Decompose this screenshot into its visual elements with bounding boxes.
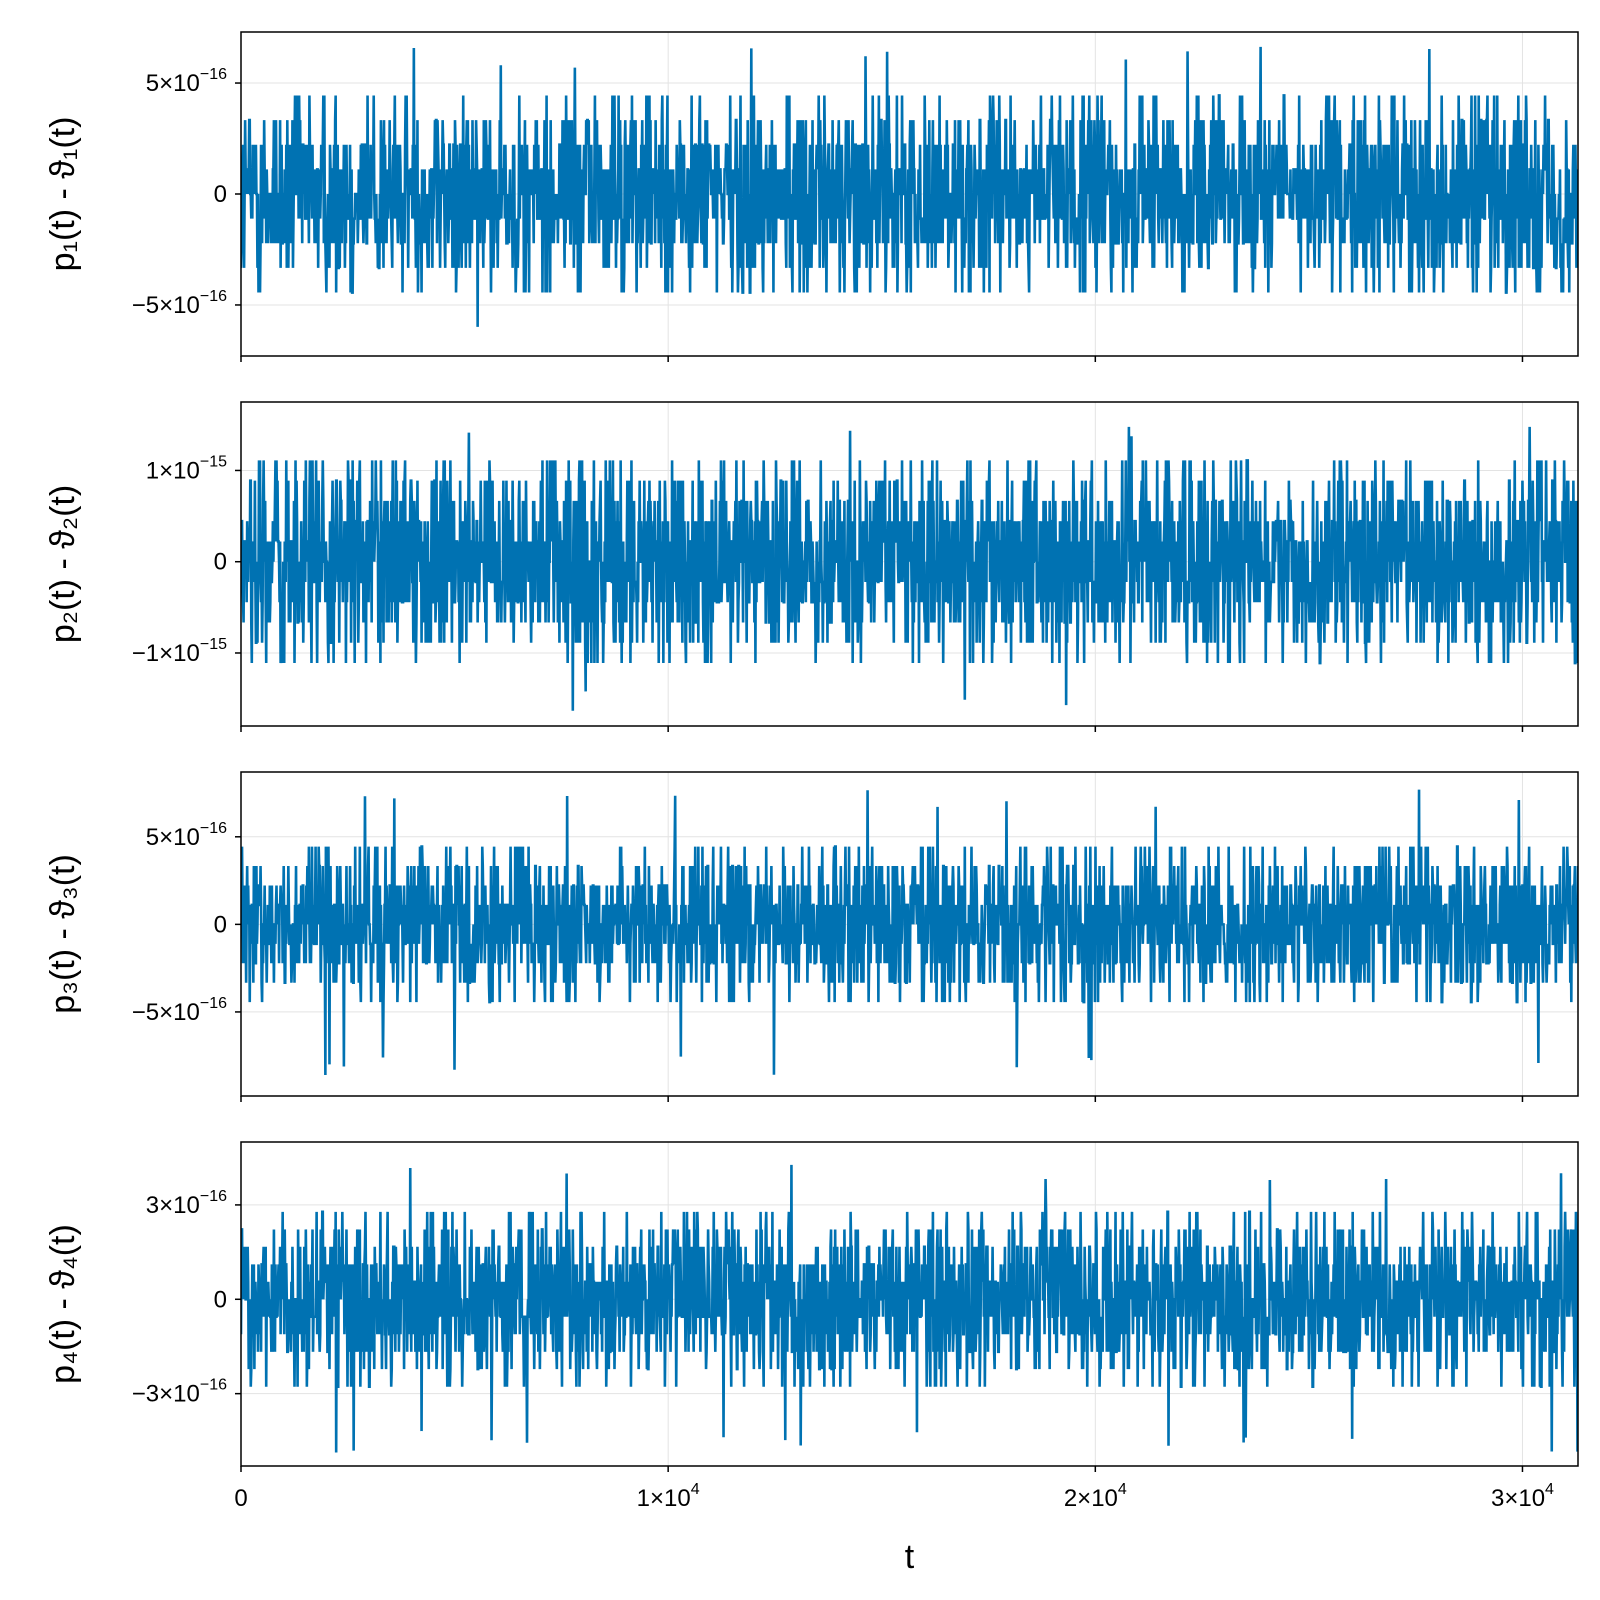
panel-1: 5×10−16 0 −5×10−16 p₁(t) - ϑ₁(t) — [44, 31, 1579, 362]
series-line — [241, 426, 1578, 711]
panel-3: 5×10−16 0 −5×10−16 p₃(t) - ϑ₃(t) — [44, 771, 1579, 1102]
series-line — [241, 46, 1578, 327]
y-axis-label: p₁(t) - ϑ₁(t) — [44, 117, 82, 272]
axes-frame — [240, 1141, 1579, 1467]
x-tick-label: 3×104 — [1491, 1481, 1554, 1512]
x-tick-label: 1×104 — [637, 1481, 700, 1512]
y-tick-label: 5×10−16 — [146, 820, 227, 851]
panel-4: 3×10−16 0 −3×10−16 p₄(t) - ϑ₄(t) — [44, 1141, 1579, 1472]
y-tick-label: 0 — [214, 181, 227, 208]
axes-frame — [240, 771, 1579, 1097]
y-tick-label: 3×10−16 — [146, 1188, 227, 1219]
y-tick-label: −5×10−16 — [132, 995, 227, 1026]
panel-2: 1×10−15 0 −1×10−15 p₂(t) - ϑ₂(t) — [44, 401, 1579, 732]
series-line — [241, 1164, 1578, 1453]
y-axis-label: p₄(t) - ϑ₄(t) — [44, 1224, 82, 1384]
axes-frame — [240, 401, 1579, 727]
y-axis-label: p₃(t) - ϑ₃(t) — [44, 854, 82, 1014]
x-tick-label: 0 — [234, 1485, 247, 1512]
x-axis: 0 1×104 2×104 3×104 t — [234, 1481, 1554, 1576]
y-tick-label: 1×10−15 — [146, 453, 227, 484]
y-tick-label: −5×10−16 — [132, 288, 227, 319]
y-tick-label: −3×10−16 — [132, 1377, 227, 1408]
y-tick-label: 0 — [214, 549, 227, 576]
y-tick-label: 0 — [214, 1286, 227, 1313]
x-tick-label: 2×104 — [1064, 1481, 1127, 1512]
y-tick-label: 5×10−16 — [146, 66, 227, 97]
y-tick-label: −1×10−15 — [132, 636, 227, 667]
y-tick-label: 0 — [214, 911, 227, 938]
y-axis-label: p₂(t) - ϑ₂(t) — [44, 485, 82, 643]
series-line — [241, 789, 1578, 1076]
x-axis-label: t — [905, 1538, 915, 1576]
